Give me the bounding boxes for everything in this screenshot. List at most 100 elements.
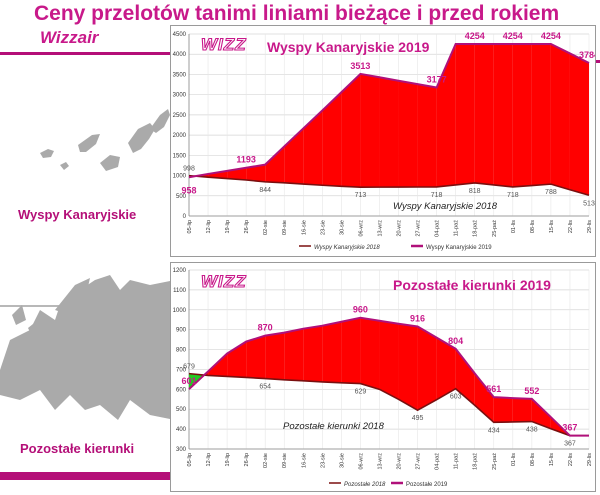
x-tick-label: 13-wrz: [377, 453, 383, 470]
area-increase: [417, 326, 437, 411]
y-tick-label: 800: [176, 348, 187, 354]
data-label-2018: 998: [183, 166, 195, 173]
area-increase: [493, 43, 513, 187]
x-tick-label: 11-paź: [454, 220, 460, 237]
area-increase: [379, 77, 399, 188]
area-increase: [303, 110, 323, 186]
x-tick-label: 05-lip: [187, 220, 193, 233]
y-tick-label: 500: [176, 407, 187, 413]
y-tick-label: 1100: [173, 288, 187, 294]
data-label-2019: 4254: [503, 31, 523, 41]
y-tick-label: 3500: [173, 72, 187, 78]
chart-title: Pozostałe kierunki 2019: [393, 277, 551, 293]
x-tick-label: 06-wrz: [358, 453, 364, 470]
x-tick-label: 22-lis: [568, 453, 574, 466]
x-tick-label: 30-sie: [339, 220, 345, 235]
area-increase: [436, 43, 456, 187]
data-label-2018: 844: [259, 187, 271, 194]
x-tick-label: 05-lip: [187, 453, 193, 466]
data-label-2019: 3784: [579, 50, 595, 60]
x-tick-label: 06-wrz: [358, 220, 364, 237]
legend-label-2018: Wyspy Kanaryjskie 2018: [314, 245, 380, 251]
data-label-2019: 3513: [350, 61, 370, 71]
legend-label-2018: Pozostałe 2018: [344, 482, 386, 488]
x-tick-label: 16-sie: [301, 220, 307, 235]
data-label-2018: 654: [259, 384, 271, 391]
data-label-2018: 603: [450, 394, 462, 401]
area-increase: [360, 317, 380, 390]
y-tick-label: 0: [183, 214, 187, 220]
y-tick-label: 2000: [173, 133, 187, 139]
data-label-2019: 958: [181, 185, 196, 195]
area-increase: [398, 323, 418, 411]
y-tick-label: 4000: [173, 52, 187, 58]
y-tick-label: 4500: [173, 32, 187, 38]
chart-title: Wyspy Kanaryjskie 2019: [267, 39, 430, 55]
x-tick-label: 11-paź: [454, 453, 460, 470]
y-tick-label: 500: [176, 194, 187, 200]
x-tick-label: 23-sie: [320, 220, 326, 235]
area-increase: [417, 84, 437, 188]
area-increase: [569, 53, 589, 196]
area-increase: [341, 317, 361, 384]
x-tick-label: 29-lis: [587, 453, 593, 466]
area-increase: [455, 43, 475, 185]
area-increase: [322, 321, 342, 383]
data-label-2018: 513: [583, 200, 595, 207]
x-tick-label: 08-lis: [530, 453, 536, 466]
footer-stripe: [0, 472, 170, 480]
data-label-2019: 960: [353, 305, 368, 315]
area-increase: [531, 398, 551, 429]
area-increase: [474, 43, 494, 185]
x-tick-label: 04-paź: [435, 453, 441, 470]
x-tick-label: 02-sie: [263, 220, 269, 235]
legend-label-2019: Pozostałe 2019: [406, 482, 448, 488]
header-stripe-left: [0, 52, 170, 55]
area-increase: [246, 335, 266, 379]
x-tick-label: 25-paź: [492, 453, 498, 470]
data-label-2019: 1193: [236, 155, 256, 165]
x-tick-label: 29-lis: [587, 220, 593, 233]
page-subtitle: Wizzair: [40, 28, 99, 47]
x-tick-label: 22-lis: [568, 220, 574, 233]
data-label-2019: 3177: [427, 75, 447, 85]
area-increase: [512, 43, 532, 187]
x-tick-label: 12-lip: [206, 453, 212, 466]
x-tick-label: 13-wrz: [377, 220, 383, 237]
x-tick-label: 20-wrz: [397, 453, 403, 470]
y-tick-label: 700: [176, 367, 187, 373]
data-label-2019: 367: [562, 423, 577, 433]
x-tick-label: 08-lis: [530, 220, 536, 233]
data-label-2018: 438: [526, 427, 538, 434]
x-tick-label: 27-wrz: [416, 220, 422, 237]
x-tick-label: 18-paź: [473, 220, 479, 237]
europe-map: [0, 275, 175, 420]
data-label-2019: 601: [181, 376, 196, 386]
x-tick-label: 20-wrz: [397, 220, 403, 237]
area-increase: [398, 80, 418, 188]
series-line-2018: [188, 174, 590, 197]
canary-islands-map: [40, 109, 170, 171]
y-tick-label: 600: [176, 387, 187, 393]
x-tick-label: 26-lip: [244, 220, 250, 233]
data-label-2018: 818: [469, 188, 481, 195]
y-tick-label: 1000: [173, 174, 187, 180]
x-tick-label: 09-sie: [282, 220, 288, 235]
y-tick-label: 1500: [173, 153, 187, 159]
area-increase: [436, 337, 456, 400]
y-tick-label: 400: [176, 427, 187, 433]
area-increase: [455, 348, 475, 406]
x-tick-label: 23-sie: [320, 453, 326, 468]
x-tick-label: 16-sie: [301, 453, 307, 468]
y-tick-label: 1200: [173, 268, 187, 274]
chart-other: 300 400 500 600 700 800 900 1000 1100 1200 601 870 9…: [173, 268, 593, 488]
x-tick-label: 26-lip: [244, 453, 250, 466]
y-tick-label: 1000: [173, 308, 187, 314]
y-tick-label: 2500: [173, 113, 187, 119]
data-label-2018: 434: [488, 427, 500, 434]
data-label-2019: 561: [486, 384, 501, 394]
data-label-2019: 4254: [541, 31, 561, 41]
data-label-2018: 679: [183, 364, 195, 371]
series-line-2018: [188, 372, 589, 437]
x-tick-label: 18-paź: [473, 453, 479, 470]
